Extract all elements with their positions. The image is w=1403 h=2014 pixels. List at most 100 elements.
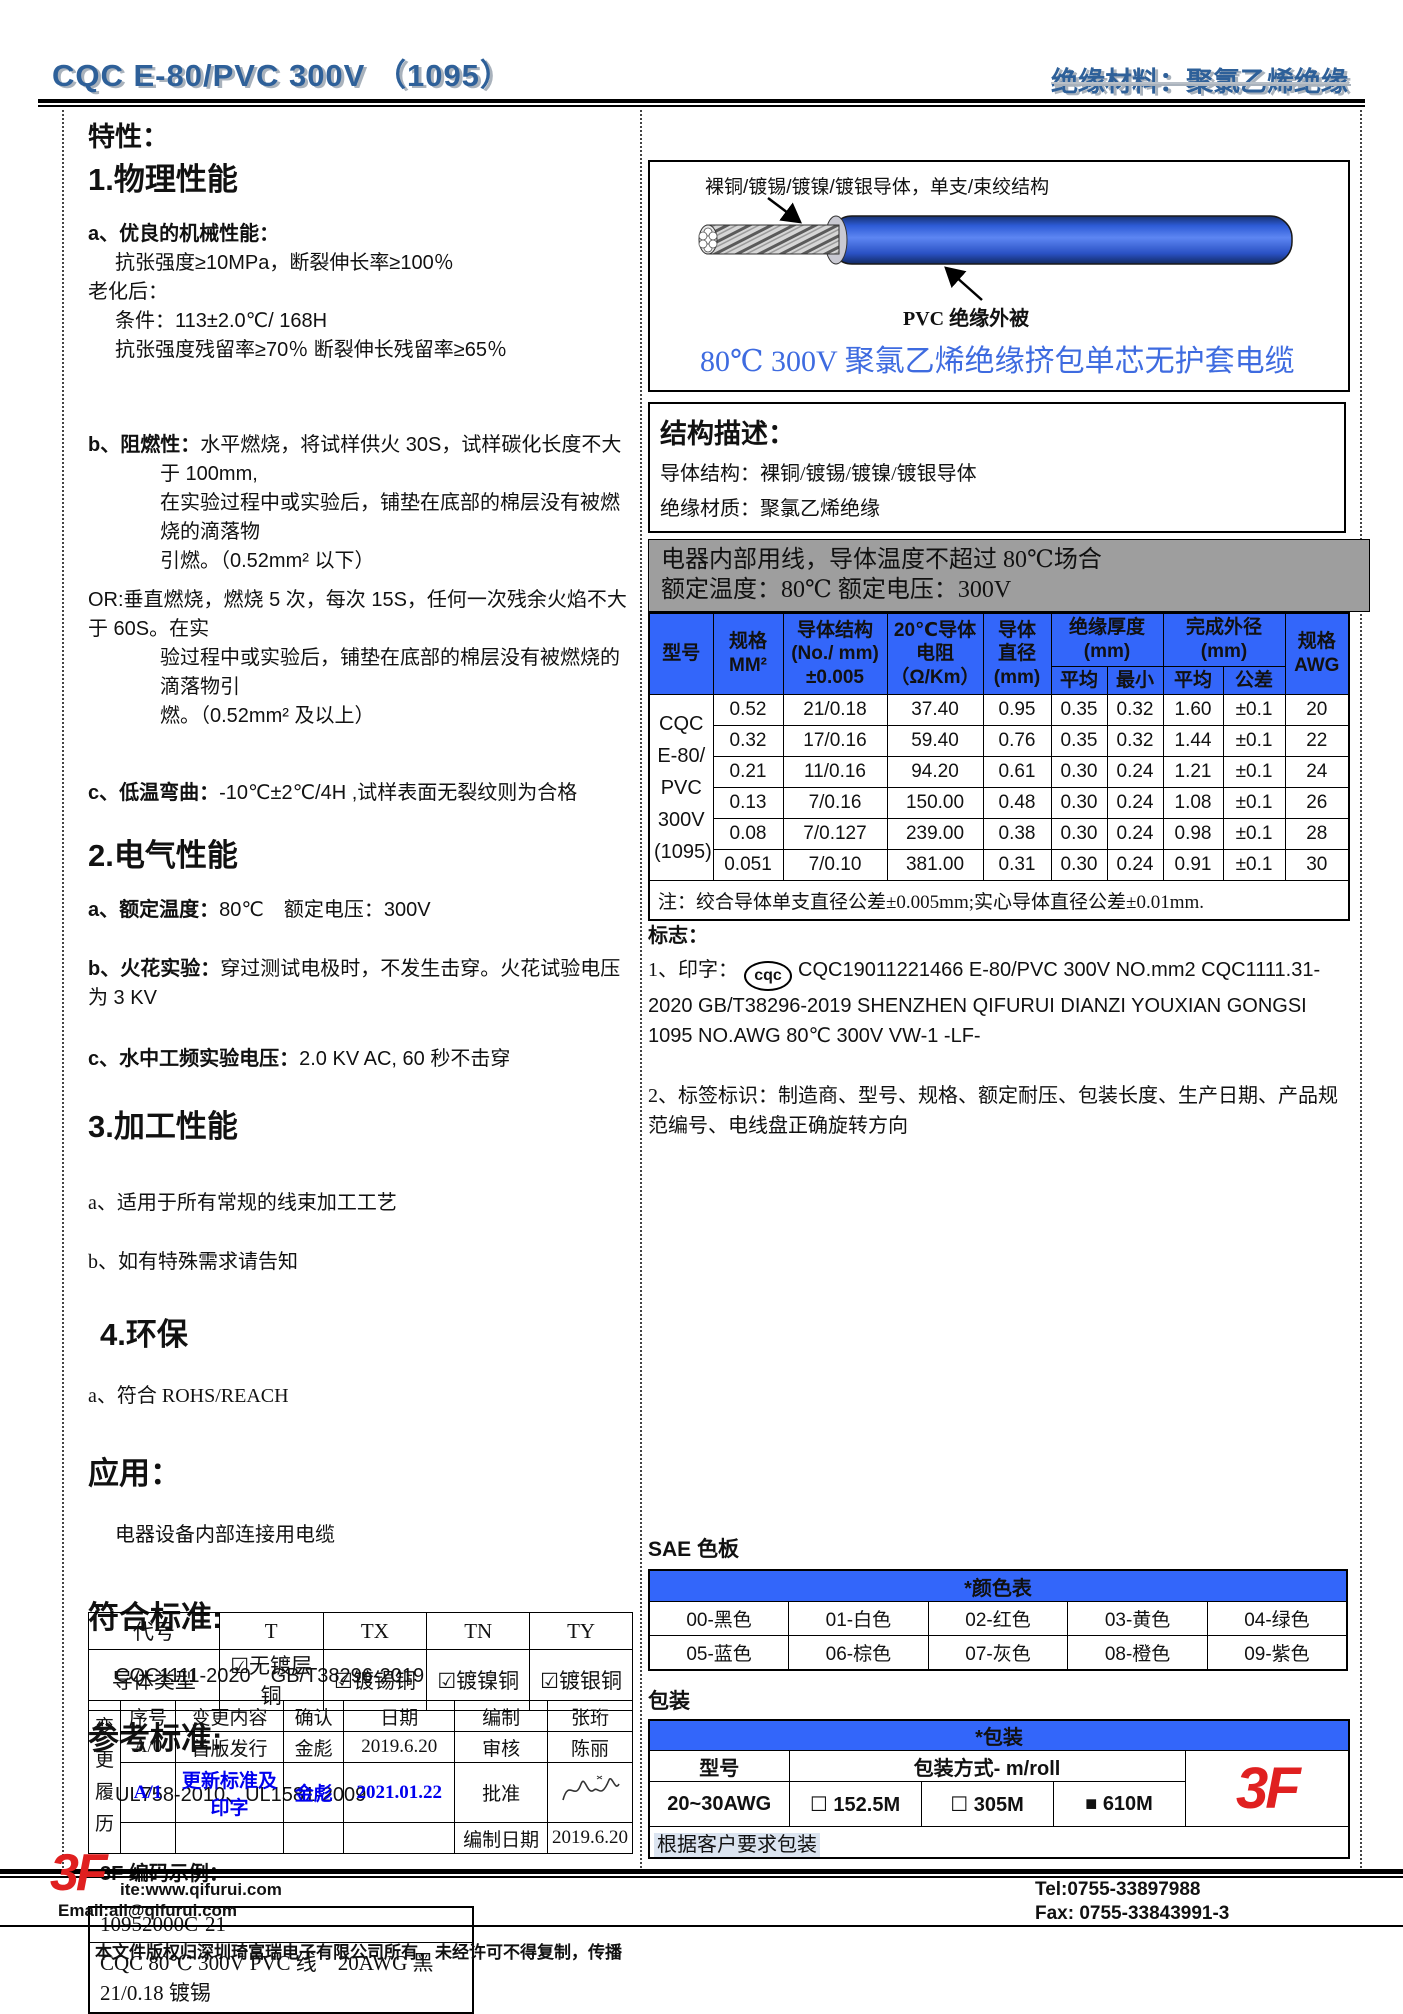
revision-cell: 2019.6.20 xyxy=(546,1822,634,1854)
revision-cell xyxy=(282,1822,345,1854)
spec-cell: 59.40 xyxy=(886,725,984,758)
packaging-option: ☐ 152.5M xyxy=(788,1781,922,1827)
spec-cell: 0.48 xyxy=(982,787,1052,820)
spec-cell: 150.00 xyxy=(886,787,984,820)
color-table: *颜色表 00-黑色 01-白色 02-红色 03-黄色 04-绿色 05-蓝色… xyxy=(648,1569,1348,1671)
packaging-3f-logo: 3F xyxy=(1184,1750,1350,1827)
spec-cell: 1.21 xyxy=(1162,756,1224,789)
spec-cell: 0.52 xyxy=(712,694,784,727)
revision-cell: 日期 xyxy=(343,1700,456,1732)
spec-cell: 0.61 xyxy=(982,756,1052,789)
cqc-certification-icon: cqc xyxy=(744,961,792,992)
checked-checkbox-icon: ☑ xyxy=(540,1669,559,1693)
spec-cell: 0.051 xyxy=(712,849,784,882)
spec-note-row: 注：绞合导体单支直径公差±0.005mm;实心导体直径公差±0.01mm. xyxy=(648,880,1350,921)
unchecked-checkbox-icon: ☐ xyxy=(809,1793,828,1816)
spec-cell: 17/0.16 xyxy=(782,725,888,758)
phys-residual: 抗张强度残留率≥70％ 断裂伸长残留率≥65％ xyxy=(115,339,508,361)
spec-cell: 11/0.16 xyxy=(782,756,888,789)
spec-cell: 0.30 xyxy=(1050,787,1108,820)
flame-retardant-line1: b、阻燃性：水平燃烧，将试样供火 30S，试样碳化长度不大于 100mm, xyxy=(88,434,622,485)
spec-header-od: 完成外径 (mm) xyxy=(1162,612,1286,667)
spark-test-line: b、火花实验：穿过测试电极时，不发生击穿。火花试验电压为 3 KV xyxy=(88,958,621,1009)
conductor-arrow xyxy=(767,197,802,224)
copyright-text: 本文件版权归深圳琦富瑞电子有限公司所有，未经许可不得复制，传播 xyxy=(95,1943,622,1962)
conductor-col-header: TY xyxy=(529,1612,633,1650)
flame-or-line2: 验过程中或实验后，铺垫在底部的棉层没有被燃烧的滴落物引 xyxy=(160,647,620,698)
packaging-col-model: 型号 xyxy=(648,1750,790,1782)
cold-bend-line: c、低温弯曲：-10℃±2℃/4H ,试样表面无裂纹则为合格 xyxy=(88,782,578,804)
packaging-cols-row: 型号 包装方式- m/roll 3F xyxy=(648,1750,1350,1827)
spec-cell: 20 xyxy=(1284,694,1350,727)
footer-thin-rule xyxy=(0,1925,1403,1927)
color-cell: 00-黑色 xyxy=(648,1601,790,1636)
application-text: 电器设备内部连接用电缆 xyxy=(115,1524,335,1546)
revision-cell: A/1 xyxy=(120,1762,177,1823)
marks-item1: 1、印字： cqc CQC19011221466 E-80/PVC 300V NO.… xyxy=(648,959,1333,1048)
color-cell: 04-绿色 xyxy=(1206,1601,1348,1636)
right-column-bottom: SAE 色板 *颜色表 00-黑色 01-白色 02-红色 03-黄色 04-绿… xyxy=(648,1533,1351,1859)
right-dotted-border xyxy=(1360,110,1362,1868)
spec-cell: 0.24 xyxy=(1106,756,1164,789)
spec-cell: 0.24 xyxy=(1106,849,1164,882)
signature-scribble xyxy=(562,1775,620,1800)
spec-cell: 0.30 xyxy=(1050,756,1108,789)
footer-double-rule xyxy=(0,1869,1403,1878)
spec-cell: 0.21 xyxy=(712,756,784,789)
revision-date-row: 编制日期 2019.6.20 xyxy=(89,1822,634,1854)
spec-header-row1: 型号 规格 MM² 导体结构 (No./ mm) ±0.005 20℃导体 电阻 （Ω/K… xyxy=(648,612,1350,696)
spec-cell: 0.31 xyxy=(982,849,1052,882)
spec-model-cell: CQC E-80/ PVC 300V (1095) xyxy=(648,694,714,882)
rated-temp-line: a、额定温度：80℃ 额定电压：300V xyxy=(88,899,431,921)
revision-cell: 陈丽 xyxy=(546,1731,634,1763)
color-cell: 02-红色 xyxy=(927,1601,1069,1636)
spec-row: 0.051 7/0.10 381.00 0.31 0.30 0.24 0.91 … xyxy=(649,849,1350,882)
usage-banner: 电器内部用线，导体温度不超过 80℃场合 额定温度：80℃ 额定电压：300V xyxy=(648,539,1370,612)
revision-history-table: 变更履历 序号 变更内容 确认 日期 编制 张珩 A/0 首版发行 金彪 201… xyxy=(87,1700,634,1854)
footer-email: Email:all@qifurui.com xyxy=(58,1901,238,1920)
spec-cell: 0.91 xyxy=(1162,849,1224,882)
spec-subheader: 最小 xyxy=(1106,665,1164,696)
revision-cell: 2019.6.20 xyxy=(343,1731,456,1763)
color-cell: 06-棕色 xyxy=(788,1635,929,1671)
revision-cell: 编制日期 xyxy=(454,1822,548,1854)
revision-cell: A/0 xyxy=(120,1731,177,1763)
revision-side-label: 变更履历 xyxy=(87,1700,122,1854)
filled-checkbox-icon: ■ xyxy=(1085,1792,1098,1815)
spec-subheader: 平均 xyxy=(1162,665,1224,696)
cable-illustration xyxy=(698,197,1293,301)
application-heading: 应用： xyxy=(88,1456,181,1491)
color-row: 00-黑色 01-白色 02-红色 03-黄色 04-绿色 xyxy=(648,1601,1348,1636)
color-table-header: *颜色表 xyxy=(648,1569,1348,1602)
footer-tel: Tel:0755-33897988 xyxy=(1035,1879,1201,1900)
marks-title: 标志： xyxy=(648,925,708,948)
packaging-table: *包装 型号 包装方式- m/roll 3F 20~30AWG ☐ 152.5M… xyxy=(648,1719,1351,1859)
electrical-heading: 2.电气性能 xyxy=(88,838,238,873)
spec-header-diameter: 导体 直径 (mm) xyxy=(982,612,1052,696)
revision-cell: 批准 xyxy=(454,1762,548,1823)
spec-cell: 0.32 xyxy=(1106,694,1164,727)
marks-section: 标志： 1、印字： cqc CQC19011221466 E-80/PVC 300V… xyxy=(648,921,1350,1141)
header-double-rule xyxy=(38,99,1365,107)
packaging-header: *包装 xyxy=(648,1719,1350,1751)
spec-cell: 7/0.127 xyxy=(782,818,888,851)
revision-cell xyxy=(120,1822,177,1854)
spec-cell: 7/0.16 xyxy=(782,787,888,820)
spec-cell: ±0.1 xyxy=(1222,756,1286,789)
color-cell: 09-紫色 xyxy=(1206,1635,1348,1671)
spec-header-insulation: 绝缘厚度 (mm) xyxy=(1050,612,1164,667)
insulation-material-subtitle: 绝缘材料：聚氯乙烯绝缘 xyxy=(1051,67,1348,97)
structure-line1: 导体结构：裸铜/镀锡/镀镍/镀银导体 xyxy=(660,463,977,485)
spec-note: 注：绞合导体单支直径公差±0.005mm;实心导体直径公差±0.01mm. xyxy=(648,880,1350,921)
conductor-col-header: TX xyxy=(322,1612,428,1650)
spec-cell: 0.08 xyxy=(712,818,784,851)
spec-cell: 0.35 xyxy=(1050,725,1108,758)
revision-cell: 更新标准及印字 xyxy=(175,1762,284,1823)
revision-cell: 确认 xyxy=(282,1700,345,1732)
packaging-title: 包装 xyxy=(648,1690,690,1713)
footer-3f-logo: 3F xyxy=(50,1844,108,1902)
spec-row: 0.32 17/0.16 59.40 0.76 0.35 0.32 1.44 ±… xyxy=(649,725,1350,758)
spec-cell: 1.08 xyxy=(1162,787,1224,820)
spec-cell: 0.32 xyxy=(1106,725,1164,758)
conductor-col-header: 代号 xyxy=(88,1612,220,1650)
